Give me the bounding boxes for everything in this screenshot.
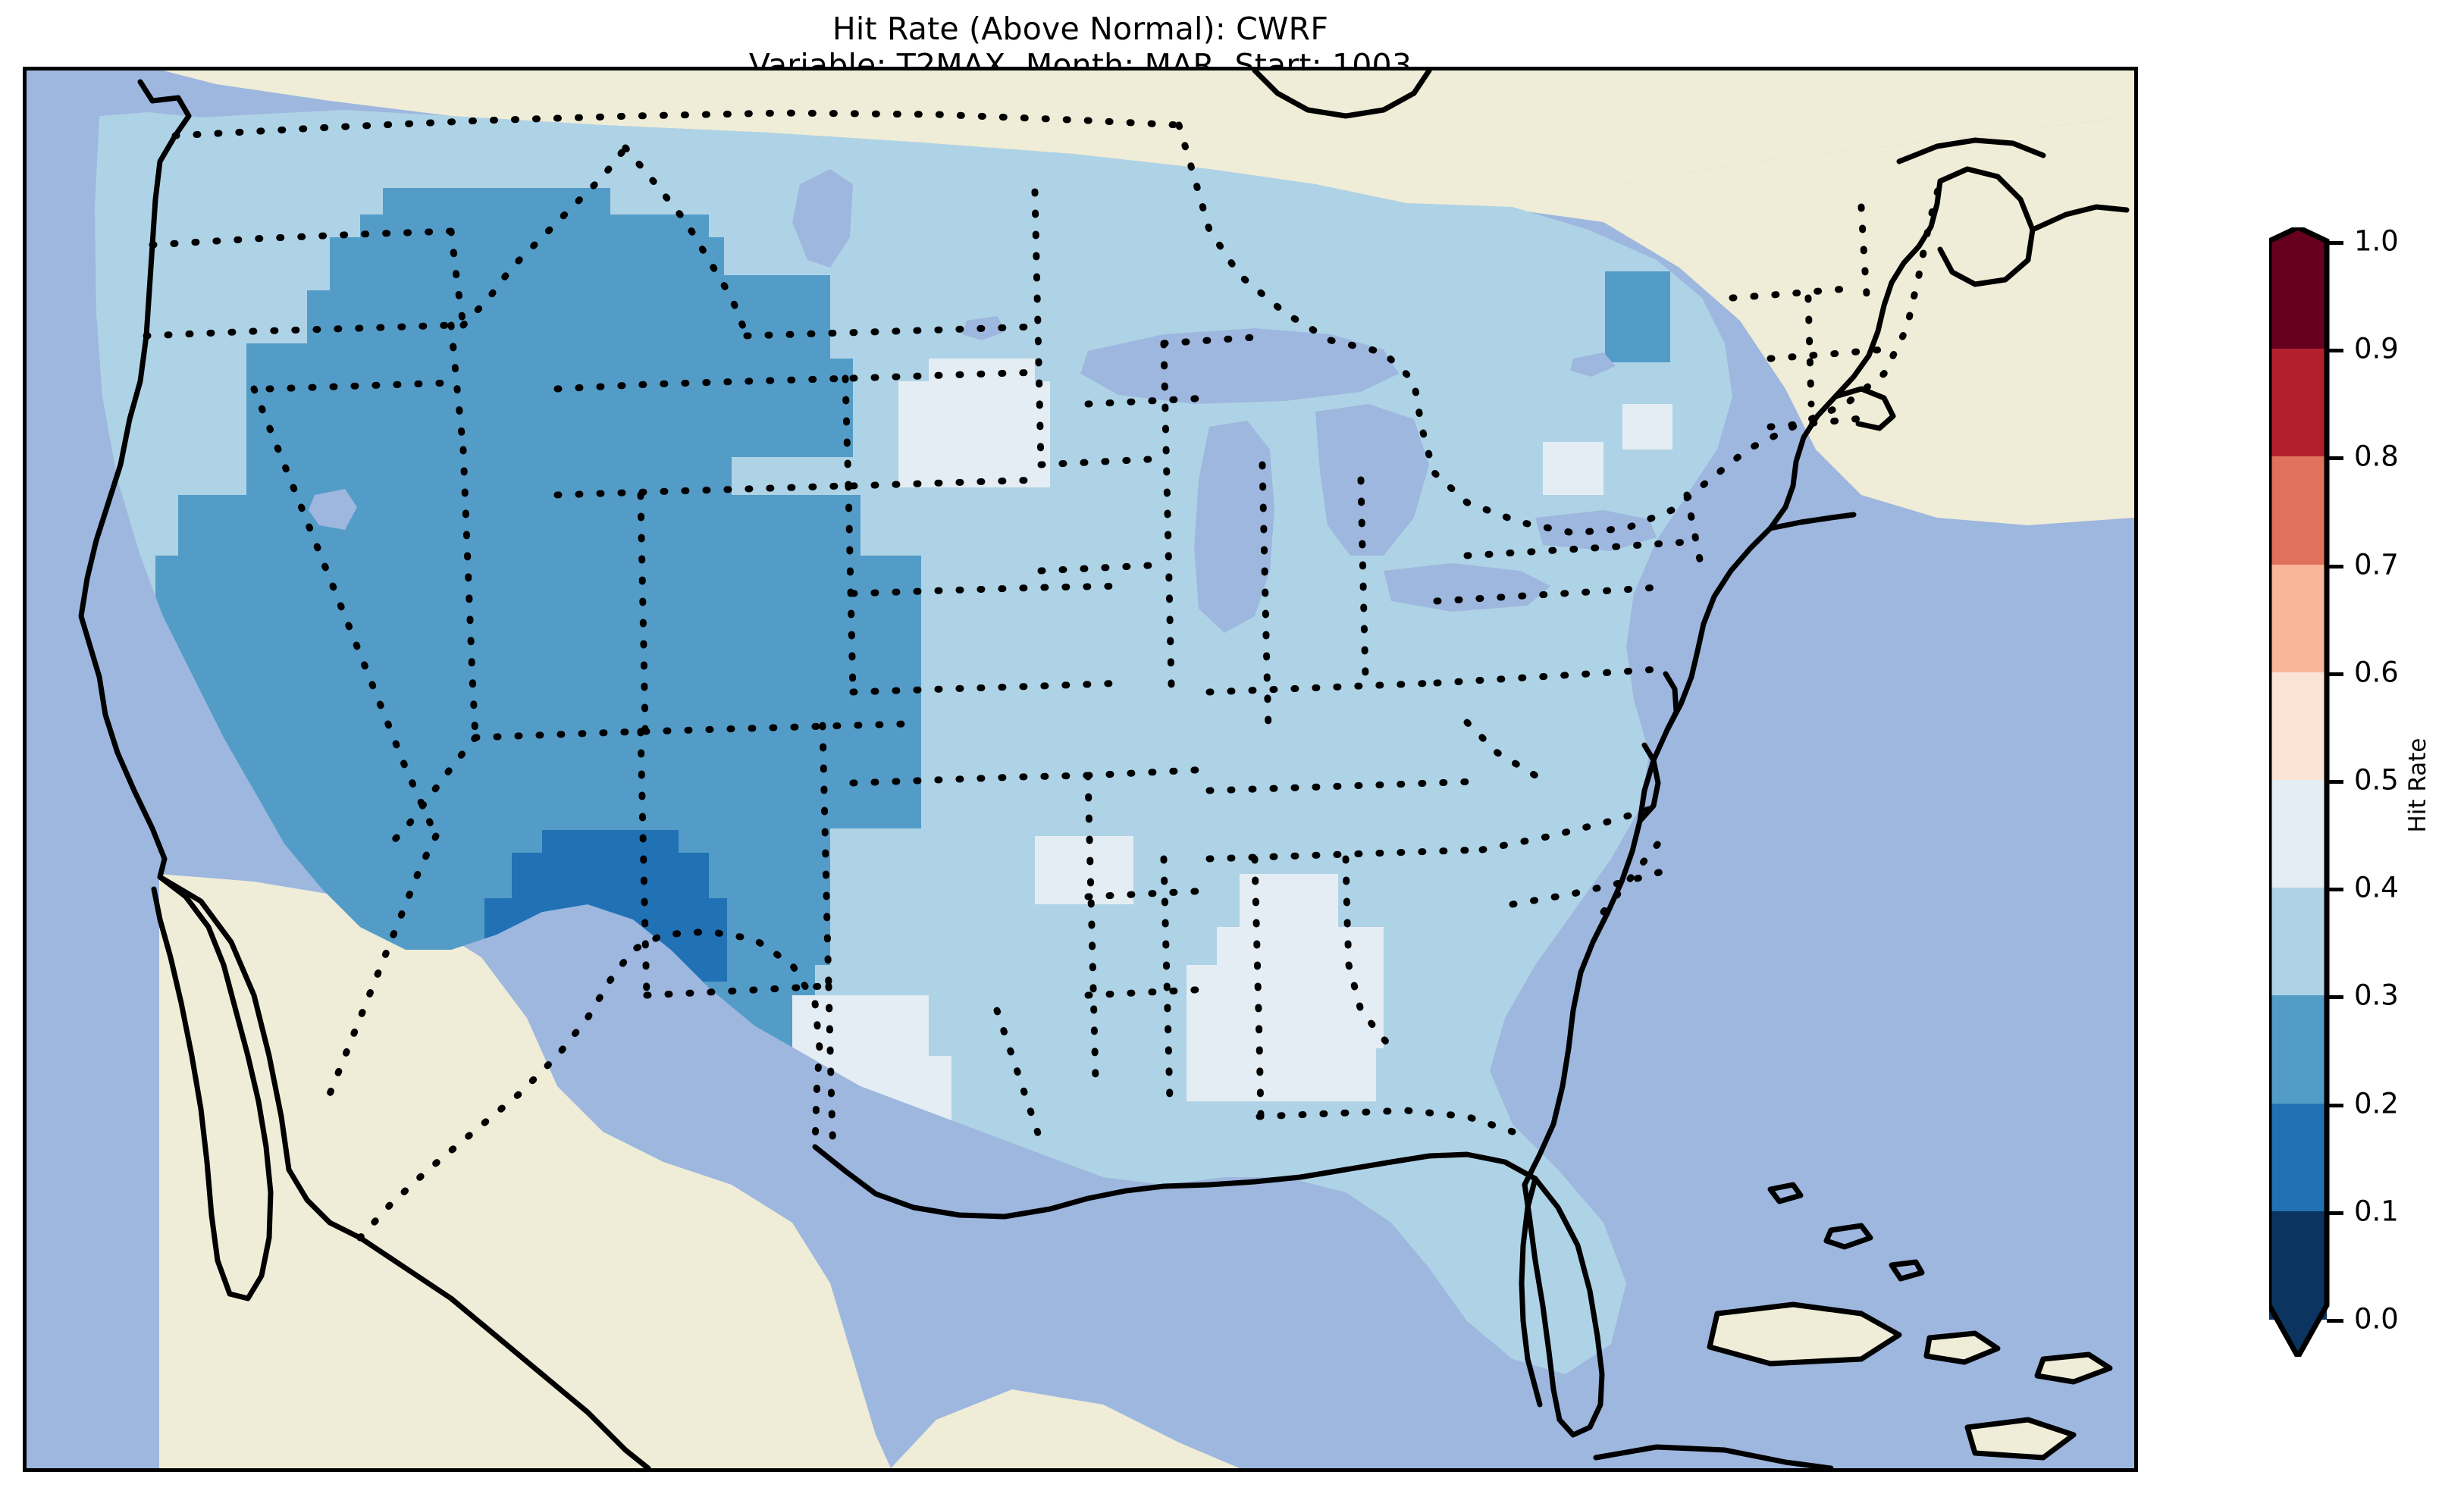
colorbar-tick-mark (2327, 672, 2343, 676)
colorbar-tick-mark (2327, 1103, 2343, 1107)
colorbar-tick-label: 0.9 (2354, 332, 2399, 365)
great-lakes-layer (27, 70, 2134, 1468)
colorbar-tick-label: 0.2 (2354, 1087, 2399, 1120)
colorbar-extend-arrows (2269, 227, 2327, 1357)
state-borders-layer (27, 70, 2134, 1468)
colorbar-tick-mark (2327, 1319, 2343, 1323)
colorbar-tick-label: 0.0 (2354, 1302, 2399, 1336)
colorbar-tick-mark (2327, 349, 2343, 353)
colorbar-tick-mark (2327, 456, 2343, 461)
colorbar-tick-mark (2327, 780, 2343, 784)
colorbar-tick-label: 0.3 (2354, 979, 2399, 1012)
colorbar-tick-mark (2327, 1211, 2343, 1215)
map-canvas (27, 70, 2134, 1468)
colorbar-tick-mark (2327, 995, 2343, 1000)
page-title: Hit Rate (Above Normal): CWRF (832, 11, 1329, 47)
colorbar-axis-label: Hit Rate (2404, 738, 2431, 833)
colorbar-tick-mark (2327, 241, 2343, 245)
colorbar-tick-label: 0.5 (2354, 763, 2399, 797)
colorbar-tick-label: 0.8 (2354, 440, 2399, 473)
colorbar-tick-mark (2327, 888, 2343, 892)
colorbar: 1.0 0.9 0.8 0.7 0.6 0.5 0.4 0.3 0.2 0.1 0.0 Hit Ra… (2269, 224, 2459, 1380)
map-axes (23, 67, 2138, 1472)
colorbar-tick-label: 0.1 (2354, 1195, 2399, 1228)
coastline-layer (27, 70, 2134, 1468)
colorbar-tick-label: 1.0 (2354, 224, 2399, 258)
colorbar-tick-mark (2327, 564, 2343, 568)
out-of-domain-land-layer (27, 70, 2134, 1468)
colorbar-tick-label: 0.7 (2354, 548, 2399, 581)
colorbar-tick-label: 0.4 (2354, 871, 2399, 904)
colorbar-tick-label: 0.6 (2354, 656, 2399, 689)
